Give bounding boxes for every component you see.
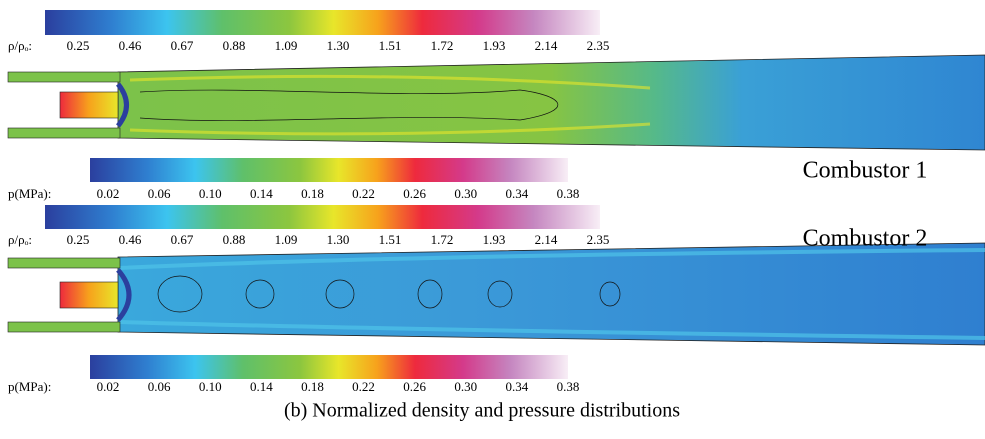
colorbar-tick-label: 2.14	[535, 38, 558, 53]
colorbar-label: ρ/ρₒ:	[8, 232, 32, 247]
colorbar-tick-label: 0.67	[171, 232, 194, 247]
panel-label: Combustor 1	[803, 158, 928, 184]
colorbar-tick-label: 0.26	[403, 379, 426, 394]
colorbar-tick-label: 0.38	[557, 186, 580, 201]
colorbar-tick-label: 0.46	[119, 38, 142, 53]
colorbar-tick-label: 0.22	[352, 379, 375, 394]
panel-label: Combustor 2	[803, 226, 928, 252]
combustor-1-field	[7, 54, 985, 151]
colorbar-tick-label: 0.30	[454, 379, 477, 394]
colorbar-tick-label: 2.14	[535, 232, 558, 247]
colorbar-tick-label: 2.35	[587, 38, 610, 53]
caption: (b) Normalized density and pressure dist…	[284, 400, 680, 422]
colorbar-label: ρ/ρₒ:	[8, 38, 32, 53]
colorbar-tick-label: 0.67	[171, 38, 194, 53]
colorbar-tick-label: 0.22	[352, 186, 375, 201]
combustor-2-field	[7, 242, 985, 346]
colorbar-tick-label: 0.14	[250, 186, 273, 201]
colorbar-tick-label: 0.88	[223, 38, 246, 53]
colorbar-tick-label: 0.02	[97, 379, 120, 394]
colorbar-tick-label: 0.25	[67, 38, 90, 53]
colorbar-tick-label: 1.30	[327, 38, 350, 53]
colorbar-tick-label: 0.25	[67, 232, 90, 247]
colorbar-tick-label: 1.51	[379, 232, 402, 247]
colorbar-tick-label: 1.51	[379, 38, 402, 53]
colorbar-tick-label: 0.10	[199, 379, 222, 394]
colorbar-tick-label: 0.10	[199, 186, 222, 201]
colorbar-tick-label: 0.06	[148, 186, 171, 201]
colorbar-tick-label: 0.18	[301, 186, 324, 201]
colorbar-tick-label: 1.93	[483, 232, 506, 247]
colorbar-tick-label: 0.06	[148, 379, 171, 394]
colorbar-tick-label: 1.93	[483, 38, 506, 53]
colorbar-tick-label: 0.38	[557, 379, 580, 394]
colorbar-tick-label: 0.88	[223, 232, 246, 247]
colorbar	[90, 158, 568, 182]
colorbar-label: p(MPa):	[8, 186, 51, 201]
colorbar-tick-label: 1.72	[431, 232, 454, 247]
colorbar-tick-label: 0.02	[97, 186, 120, 201]
colorbar-tick-label: 0.26	[403, 186, 426, 201]
colorbar-tick-label: 1.09	[275, 232, 298, 247]
colorbar-tick-label: 0.46	[119, 232, 142, 247]
colorbar-tick-label: 0.34	[506, 186, 529, 201]
colorbar-tick-label: 1.72	[431, 38, 454, 53]
colorbar-tick-label: 0.30	[454, 186, 477, 201]
colorbar-tick-label: 1.30	[327, 232, 350, 247]
colorbar-tick-label: 1.09	[275, 38, 298, 53]
colorbar	[45, 10, 600, 35]
colorbar-tick-label: 0.34	[506, 379, 529, 394]
colorbar	[90, 355, 568, 379]
colorbar-tick-label: 0.18	[301, 379, 324, 394]
colorbar	[45, 205, 600, 229]
colorbar-tick-label: 2.35	[587, 232, 610, 247]
colorbar-tick-label: 0.14	[250, 379, 273, 394]
colorbar-label: p(MPa):	[8, 379, 51, 394]
